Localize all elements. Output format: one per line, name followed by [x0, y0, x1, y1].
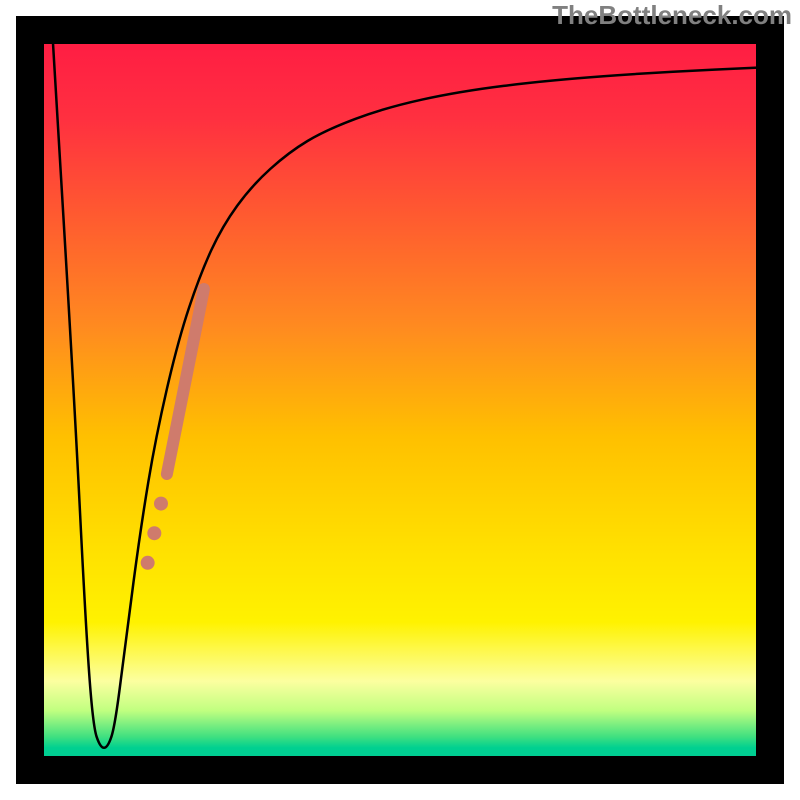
chart-container: TheBottleneck.com — [0, 0, 800, 800]
highlight-dot — [147, 526, 161, 540]
watermark-text: TheBottleneck.com — [552, 0, 792, 31]
highlight-dot — [154, 497, 168, 511]
gradient-background — [30, 30, 770, 770]
highlight-dot — [141, 556, 155, 570]
bottleneck-chart — [0, 0, 800, 800]
